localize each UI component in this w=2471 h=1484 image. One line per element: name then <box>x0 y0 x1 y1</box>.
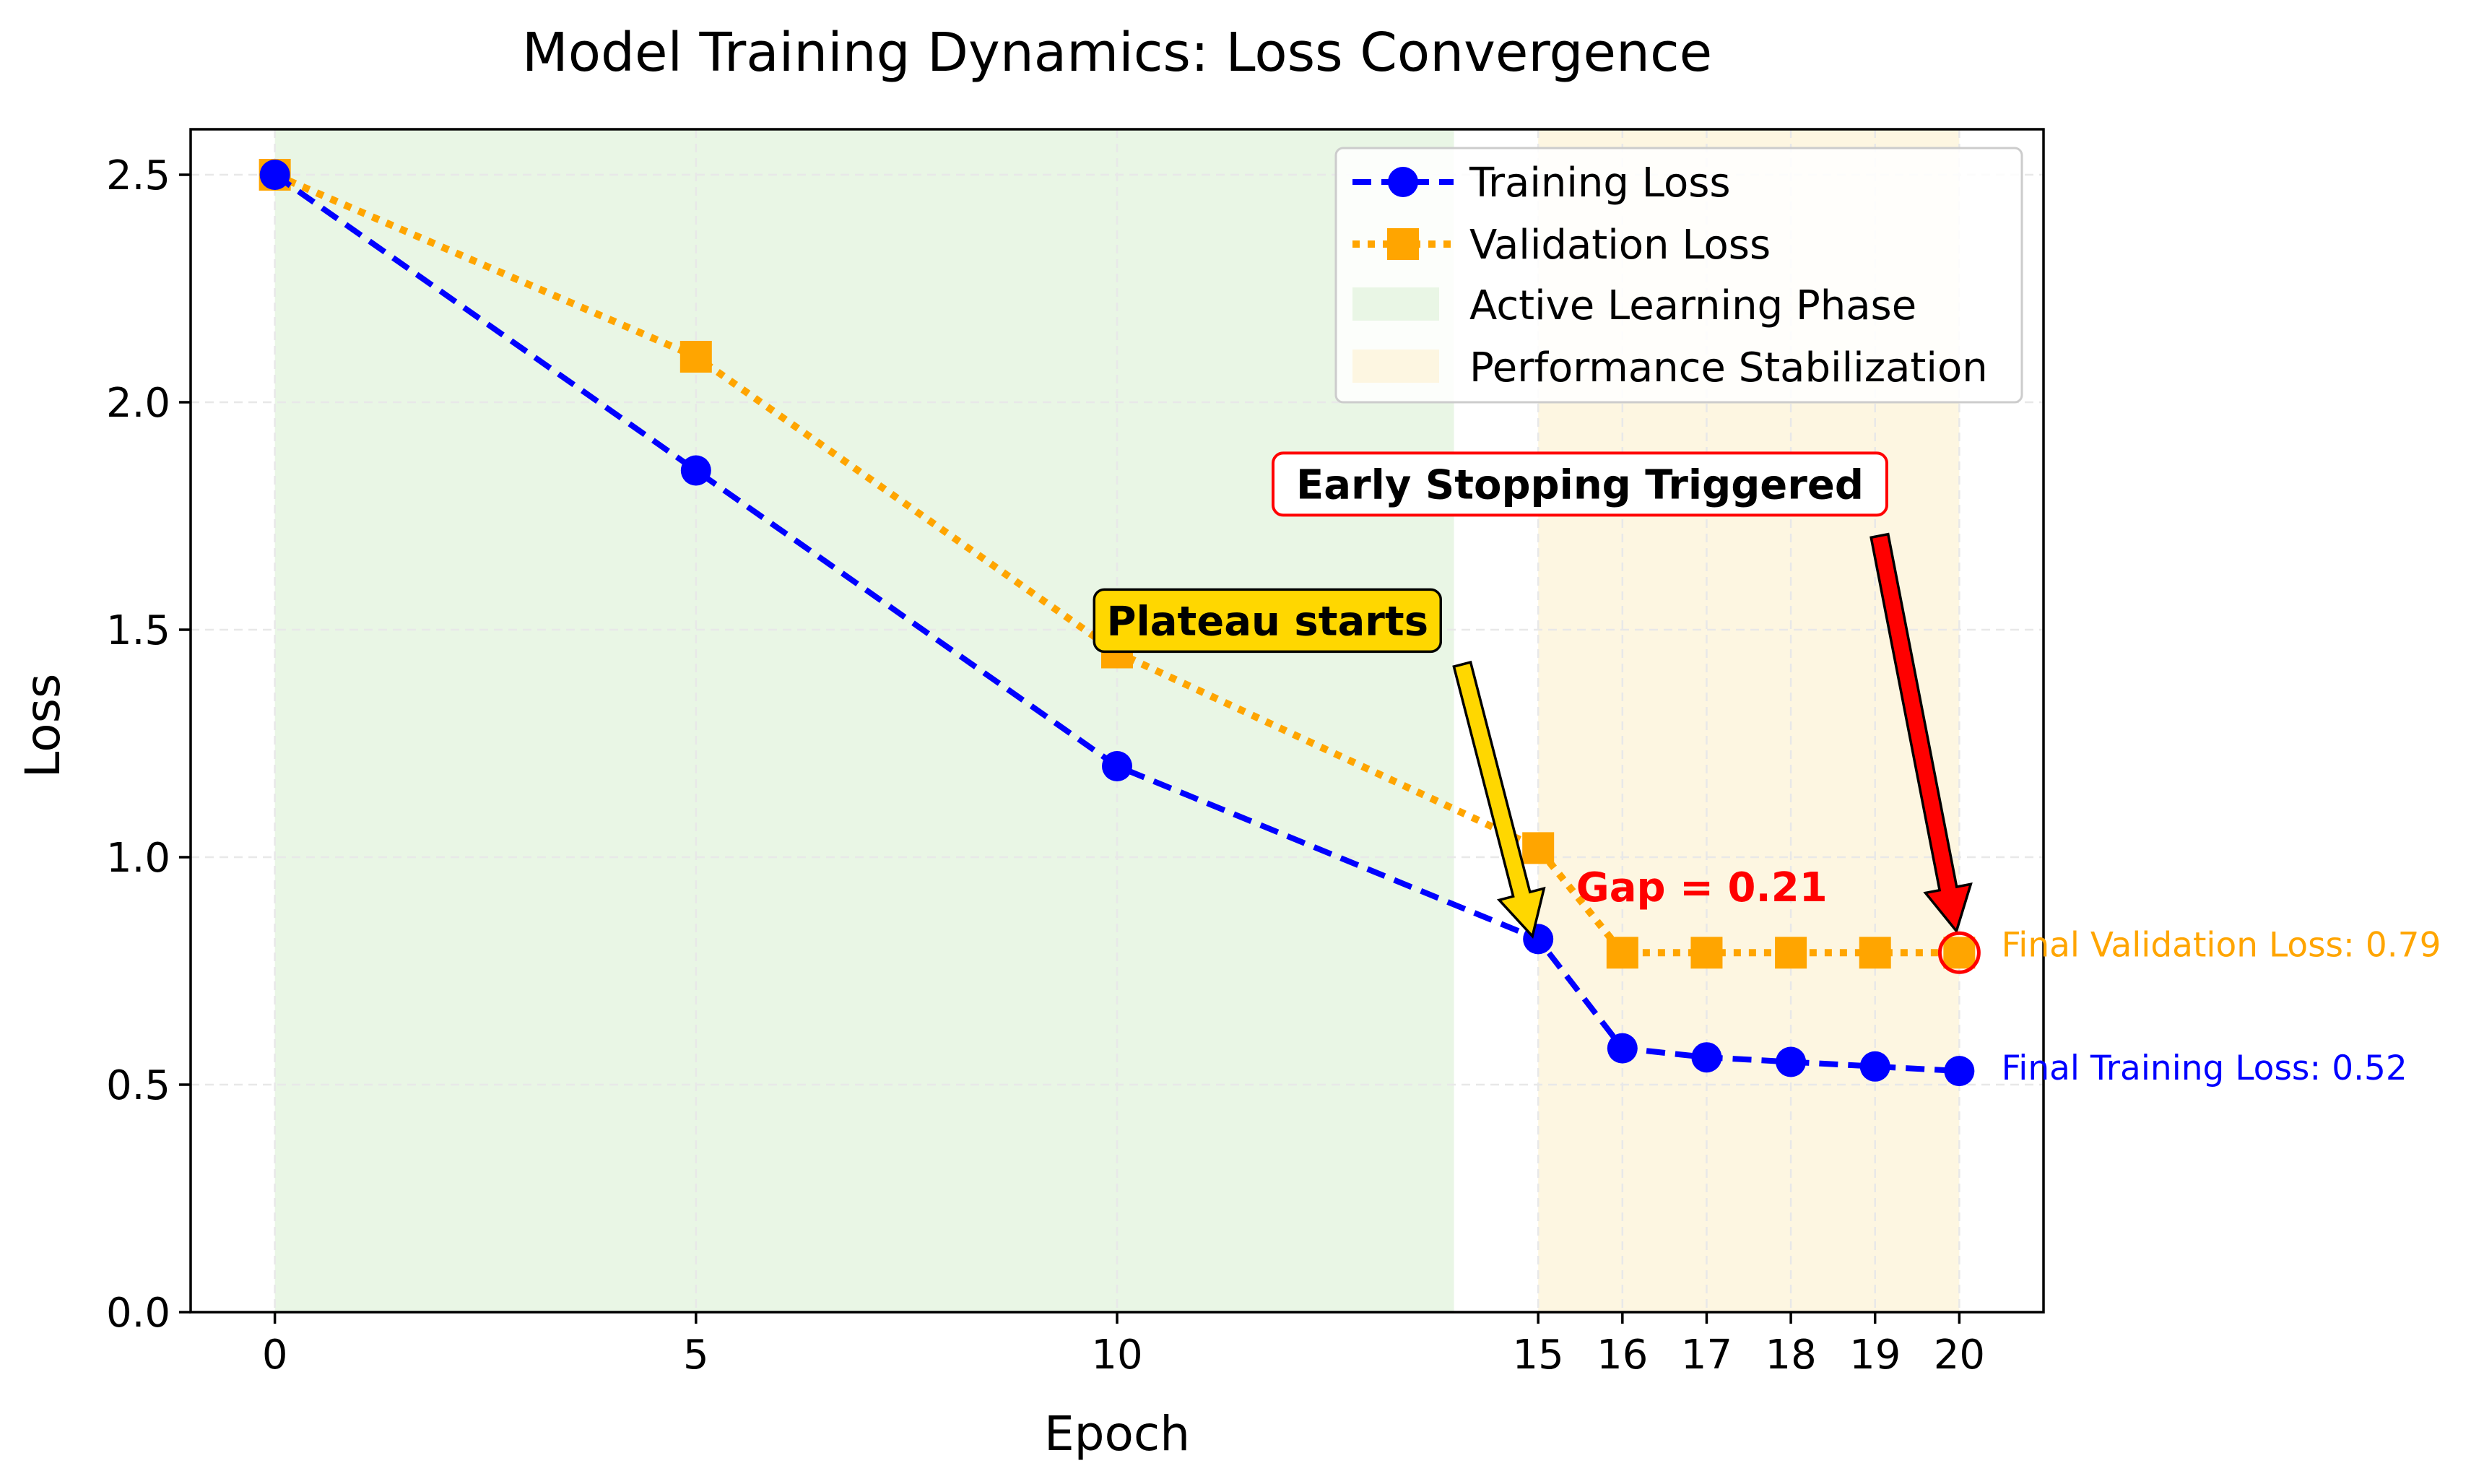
training-loss-point <box>1776 1046 1807 1077</box>
legend-active-swatch <box>1352 287 1439 321</box>
legend-validation-marker <box>1387 228 1419 260</box>
training-loss-point <box>1944 1056 1975 1087</box>
validation-loss-point <box>679 341 712 373</box>
validation-loss-point <box>1775 937 1807 969</box>
x-tick-label: 0 <box>262 1332 288 1379</box>
training-loss-point <box>1102 751 1132 781</box>
x-tick-label: 19 <box>1849 1332 1901 1379</box>
validation-loss-point <box>1522 832 1555 864</box>
early-stopping-label-box <box>1272 451 1888 517</box>
y-axis-label: Loss <box>15 674 71 778</box>
x-tick-label: 20 <box>1934 1332 1985 1379</box>
x-tick-label: 18 <box>1765 1332 1816 1379</box>
validation-loss-point <box>1690 937 1723 969</box>
y-tick-label: 1.0 <box>106 835 170 882</box>
legend-training-marker <box>1388 167 1418 197</box>
early-stopping-label: Early Stopping Triggered <box>1296 461 1864 508</box>
legend-box <box>1334 147 2023 404</box>
y-tick-label: 1.5 <box>106 607 170 654</box>
x-axis-label: Epoch <box>1044 1406 1190 1462</box>
chart-title: Model Training Dynamics: Loss Convergenc… <box>522 22 1712 84</box>
training-loss-point <box>259 160 290 190</box>
x-tick-label: 10 <box>1091 1332 1142 1379</box>
validation-loss-point <box>1606 937 1638 969</box>
y-tick-label: 2.0 <box>106 380 170 427</box>
validation-loss-point <box>1943 937 1976 969</box>
data-series <box>259 159 1976 1087</box>
y-tick-label: 0.5 <box>106 1062 170 1109</box>
legend-stabilization-label: Performance Stabilization <box>1469 344 1988 391</box>
plateau-arrow <box>1452 660 1546 939</box>
legend-training-label: Training Loss <box>1469 160 1731 207</box>
annotations: Plateau starts Early Stopping Triggered Ga… <box>1093 451 2441 1088</box>
plateau-label-box <box>1093 588 1443 654</box>
final-training-label: Final Training Loss: 0.52 <box>2002 1049 2407 1088</box>
y-tick-label: 2.5 <box>106 152 170 199</box>
legend-active-label: Active Learning Phase <box>1469 282 1916 329</box>
legend: Training Loss Validation Loss Active Lea… <box>1334 147 2023 404</box>
legend-validation-label: Validation Loss <box>1469 222 1771 269</box>
legend-stabilization-swatch <box>1352 350 1439 383</box>
training-loss-point <box>680 455 711 486</box>
validation-loss-line <box>273 171 1960 957</box>
axis-ticks: 0 5 10 15 16 17 18 19 20 0.0 0.5 1.0 1.5 2.0 2.5 <box>106 152 1985 1379</box>
gap-label: Gap = 0.21 <box>1576 864 1828 911</box>
training-loss-point <box>1691 1042 1722 1073</box>
y-tick-label: 0.0 <box>106 1290 170 1337</box>
x-tick-label: 17 <box>1681 1332 1732 1379</box>
early-stopping-arrow <box>1869 532 1973 934</box>
validation-loss-point <box>1859 937 1891 969</box>
final-validation-label: Final Validation Loss: 0.79 <box>2002 926 2441 966</box>
region-active-learning <box>274 129 1454 1312</box>
x-tick-label: 5 <box>683 1332 709 1379</box>
plateau-label: Plateau starts <box>1106 598 1428 645</box>
x-tick-label: 15 <box>1513 1332 1564 1379</box>
training-loss-point <box>1607 1033 1638 1064</box>
x-tick-label: 16 <box>1597 1332 1648 1379</box>
early-stopping-marker <box>1937 931 1981 974</box>
training-loss-point <box>1859 1051 1890 1082</box>
